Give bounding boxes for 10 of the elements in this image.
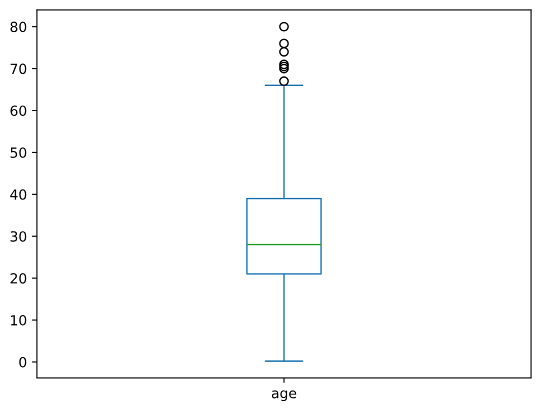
y-tick-label: 60: [10, 105, 26, 116]
y-tick-label: 80: [10, 22, 26, 32]
y-tick-label: 70: [10, 64, 26, 74]
x-tick-label: age: [272, 390, 296, 402]
y-tick-label: 0: [19, 356, 26, 368]
y-tick-label: 50: [10, 147, 26, 158]
y-tick-label: 10: [11, 315, 26, 326]
y-tick-label: 20: [10, 273, 26, 284]
y-tick-label: 40: [10, 189, 26, 200]
y-tick-label: 30: [10, 231, 26, 242]
